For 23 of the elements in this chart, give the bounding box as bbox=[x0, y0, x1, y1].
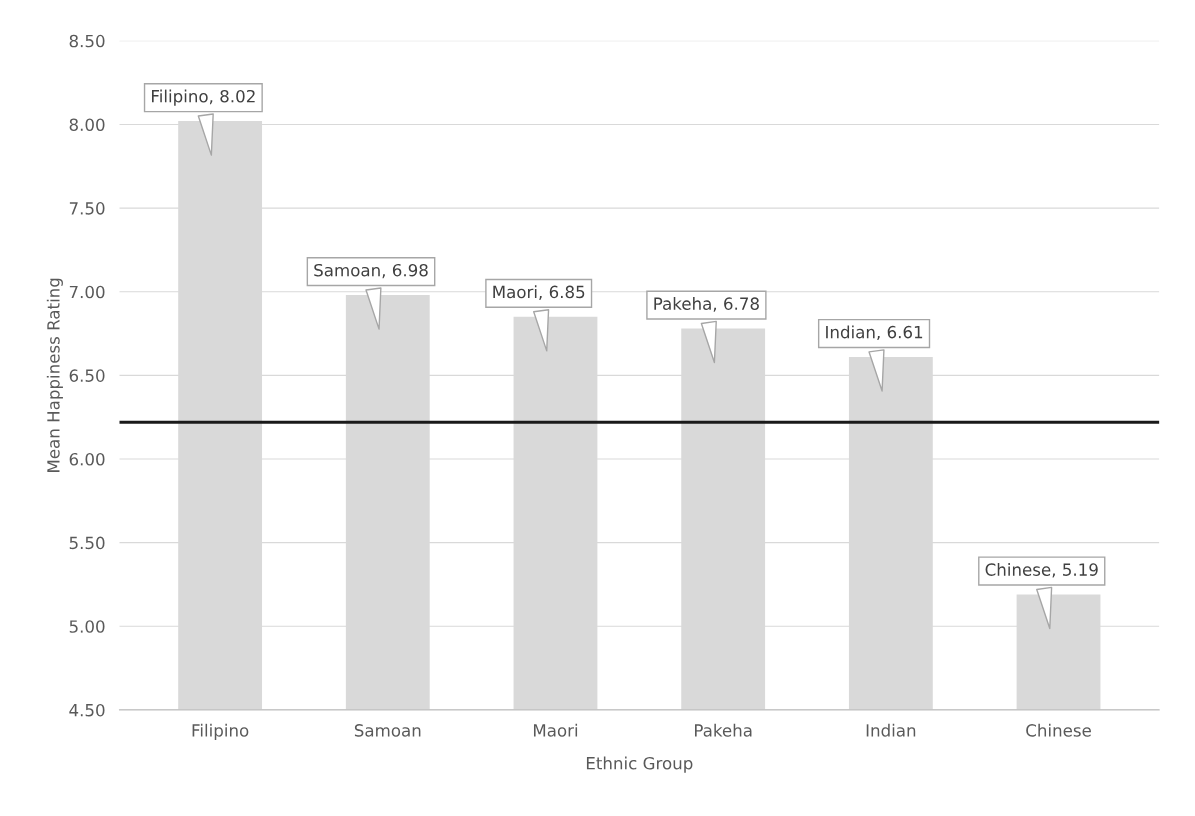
y-tick-label: 8.00 bbox=[69, 118, 105, 132]
x-axis-title: Ethnic Group bbox=[586, 756, 693, 773]
data-label: Indian, 6.61 bbox=[826, 325, 923, 341]
data-label: Pakeha, 6.78 bbox=[654, 297, 759, 312]
y-tick-label: 6.00 bbox=[69, 452, 105, 466]
x-tick-label: Maori bbox=[533, 723, 578, 737]
data-label: Maori, 6.85 bbox=[493, 285, 585, 300]
y-tick-label: 5.50 bbox=[69, 536, 105, 550]
x-tick-label: Chinese bbox=[1026, 723, 1091, 737]
y-tick-label: 7.00 bbox=[69, 285, 105, 299]
data-label: Chinese, 5.19 bbox=[985, 563, 1098, 578]
data-label: Filipino, 8.02 bbox=[152, 89, 255, 106]
x-tick-label: Samoan bbox=[354, 724, 421, 737]
x-tick-label: Filipino bbox=[192, 723, 249, 740]
y-tick-label: 7.50 bbox=[69, 202, 105, 215]
x-tick-label: Indian bbox=[866, 723, 916, 737]
y-tick-label: 4.50 bbox=[69, 703, 105, 717]
y-tick-label: 6.50 bbox=[69, 369, 105, 382]
y-tick-label: 8.50 bbox=[69, 34, 105, 48]
data-label: Samoan, 6.98 bbox=[314, 263, 428, 279]
x-tick-label: Pakeha bbox=[695, 723, 752, 737]
y-tick-label: 5.00 bbox=[69, 620, 105, 633]
y-axis-title: Mean Happiness Rating bbox=[46, 278, 63, 472]
